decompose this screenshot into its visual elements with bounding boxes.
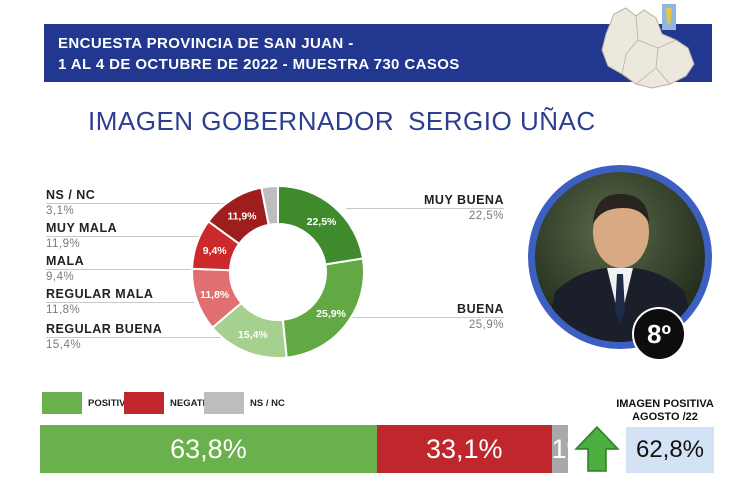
value-regular-mala: 11,8% bbox=[46, 304, 81, 316]
ranking-badge: 8º bbox=[632, 307, 686, 361]
previous-title-line-2: AGOSTO /22 bbox=[632, 411, 698, 423]
donut-slice-ns-nc bbox=[260, 184, 279, 227]
legend-swatch-positiva bbox=[42, 392, 82, 414]
previous-title-line-1: IMAGEN POSITIVA bbox=[616, 398, 714, 410]
legend-label-positiva: POSITIVA bbox=[88, 397, 132, 409]
label-regular-buena: REGULAR BUENA bbox=[46, 322, 163, 336]
label-mala: MALA bbox=[46, 254, 85, 268]
legend-item-ns-nc: NS / NC bbox=[204, 392, 285, 414]
header-banner: ENCUESTA PROVINCIA DE SAN JUAN - 1 AL 4 … bbox=[44, 24, 712, 82]
value-regular-buena: 15,4% bbox=[46, 339, 82, 351]
donut-slice-buena bbox=[281, 257, 365, 359]
leader-line-regular-buena bbox=[46, 337, 246, 338]
previous-image-value: 62,8% bbox=[626, 427, 714, 473]
legend-swatch-ns-nc bbox=[204, 392, 244, 414]
previous-image-title: IMAGEN POSITIVA AGOSTO /22 bbox=[598, 398, 732, 424]
label-buena: BUENA bbox=[457, 302, 504, 316]
legend-item-negativa: NEGATIVA bbox=[124, 392, 218, 414]
leader-line-buena bbox=[352, 317, 504, 318]
legend-swatch-negativa bbox=[124, 392, 164, 414]
value-muy-buena: 22,5% bbox=[468, 210, 504, 222]
bar-label-negativa: 33,1% bbox=[425, 433, 503, 464]
value-mala: 9,4% bbox=[46, 271, 75, 283]
donut-label-muy-buena: 22,5% bbox=[307, 216, 337, 228]
bar-ns-nc: 3,1% bbox=[551, 425, 568, 473]
leader-line-ns-nc bbox=[46, 203, 272, 204]
up-arrow-icon bbox=[574, 425, 620, 472]
value-ns-nc: 3,1% bbox=[46, 205, 75, 217]
donut-label-mala: 9,4% bbox=[203, 245, 228, 257]
label-muy-buena: MUY BUENA bbox=[424, 193, 504, 207]
chart-title: IMAGEN GOBERNADOR SERGIO UÑAC bbox=[88, 106, 596, 137]
bar-label-positiva: 63,8% bbox=[170, 433, 247, 464]
bar-positiva: 63,8% bbox=[40, 425, 377, 473]
label-muy-mala: MUY MALA bbox=[46, 221, 118, 235]
label-ns-nc: NS / NC bbox=[46, 188, 96, 202]
donut-chart: 22,5% 25,9% 15,4% 11,8% 9,4% 11,9% bbox=[191, 184, 365, 359]
donut-label-regular-mala: 11,8% bbox=[200, 289, 230, 301]
leader-line-regular-mala bbox=[46, 302, 194, 303]
legend-label-ns-nc: NS / NC bbox=[250, 397, 285, 409]
donut-label-muy-mala: 11,9% bbox=[227, 211, 257, 223]
header-line-1: ENCUESTA PROVINCIA DE SAN JUAN - bbox=[58, 35, 354, 52]
donut-label-buena: 25,9% bbox=[316, 308, 346, 320]
leader-line-muy-mala bbox=[46, 236, 222, 237]
legend-item-positiva: POSITIVA bbox=[42, 392, 132, 414]
title-part-1: IMAGEN GOBERNADOR bbox=[88, 106, 395, 136]
value-buena: 25,9% bbox=[468, 319, 504, 331]
bar-label-ns-nc: 3,1% bbox=[551, 433, 568, 464]
legend-label-negativa: NEGATIVA bbox=[170, 397, 218, 409]
value-muy-mala: 11,9% bbox=[46, 238, 81, 250]
leader-line-muy-buena bbox=[346, 208, 504, 209]
title-part-2: SERGIO UÑAC bbox=[408, 106, 596, 136]
bar-negativa: 33,1% bbox=[376, 425, 552, 473]
san-juan-map-icon bbox=[601, 4, 695, 89]
leader-line-mala bbox=[46, 269, 194, 270]
header-line-2: 1 AL 4 DE OCTUBRE DE 2022 - MUESTRA 730 … bbox=[58, 56, 460, 73]
donut-label-regular-buena: 15,4% bbox=[238, 329, 268, 341]
governor-photo bbox=[528, 165, 712, 349]
label-regular-mala: REGULAR MALA bbox=[46, 287, 154, 301]
